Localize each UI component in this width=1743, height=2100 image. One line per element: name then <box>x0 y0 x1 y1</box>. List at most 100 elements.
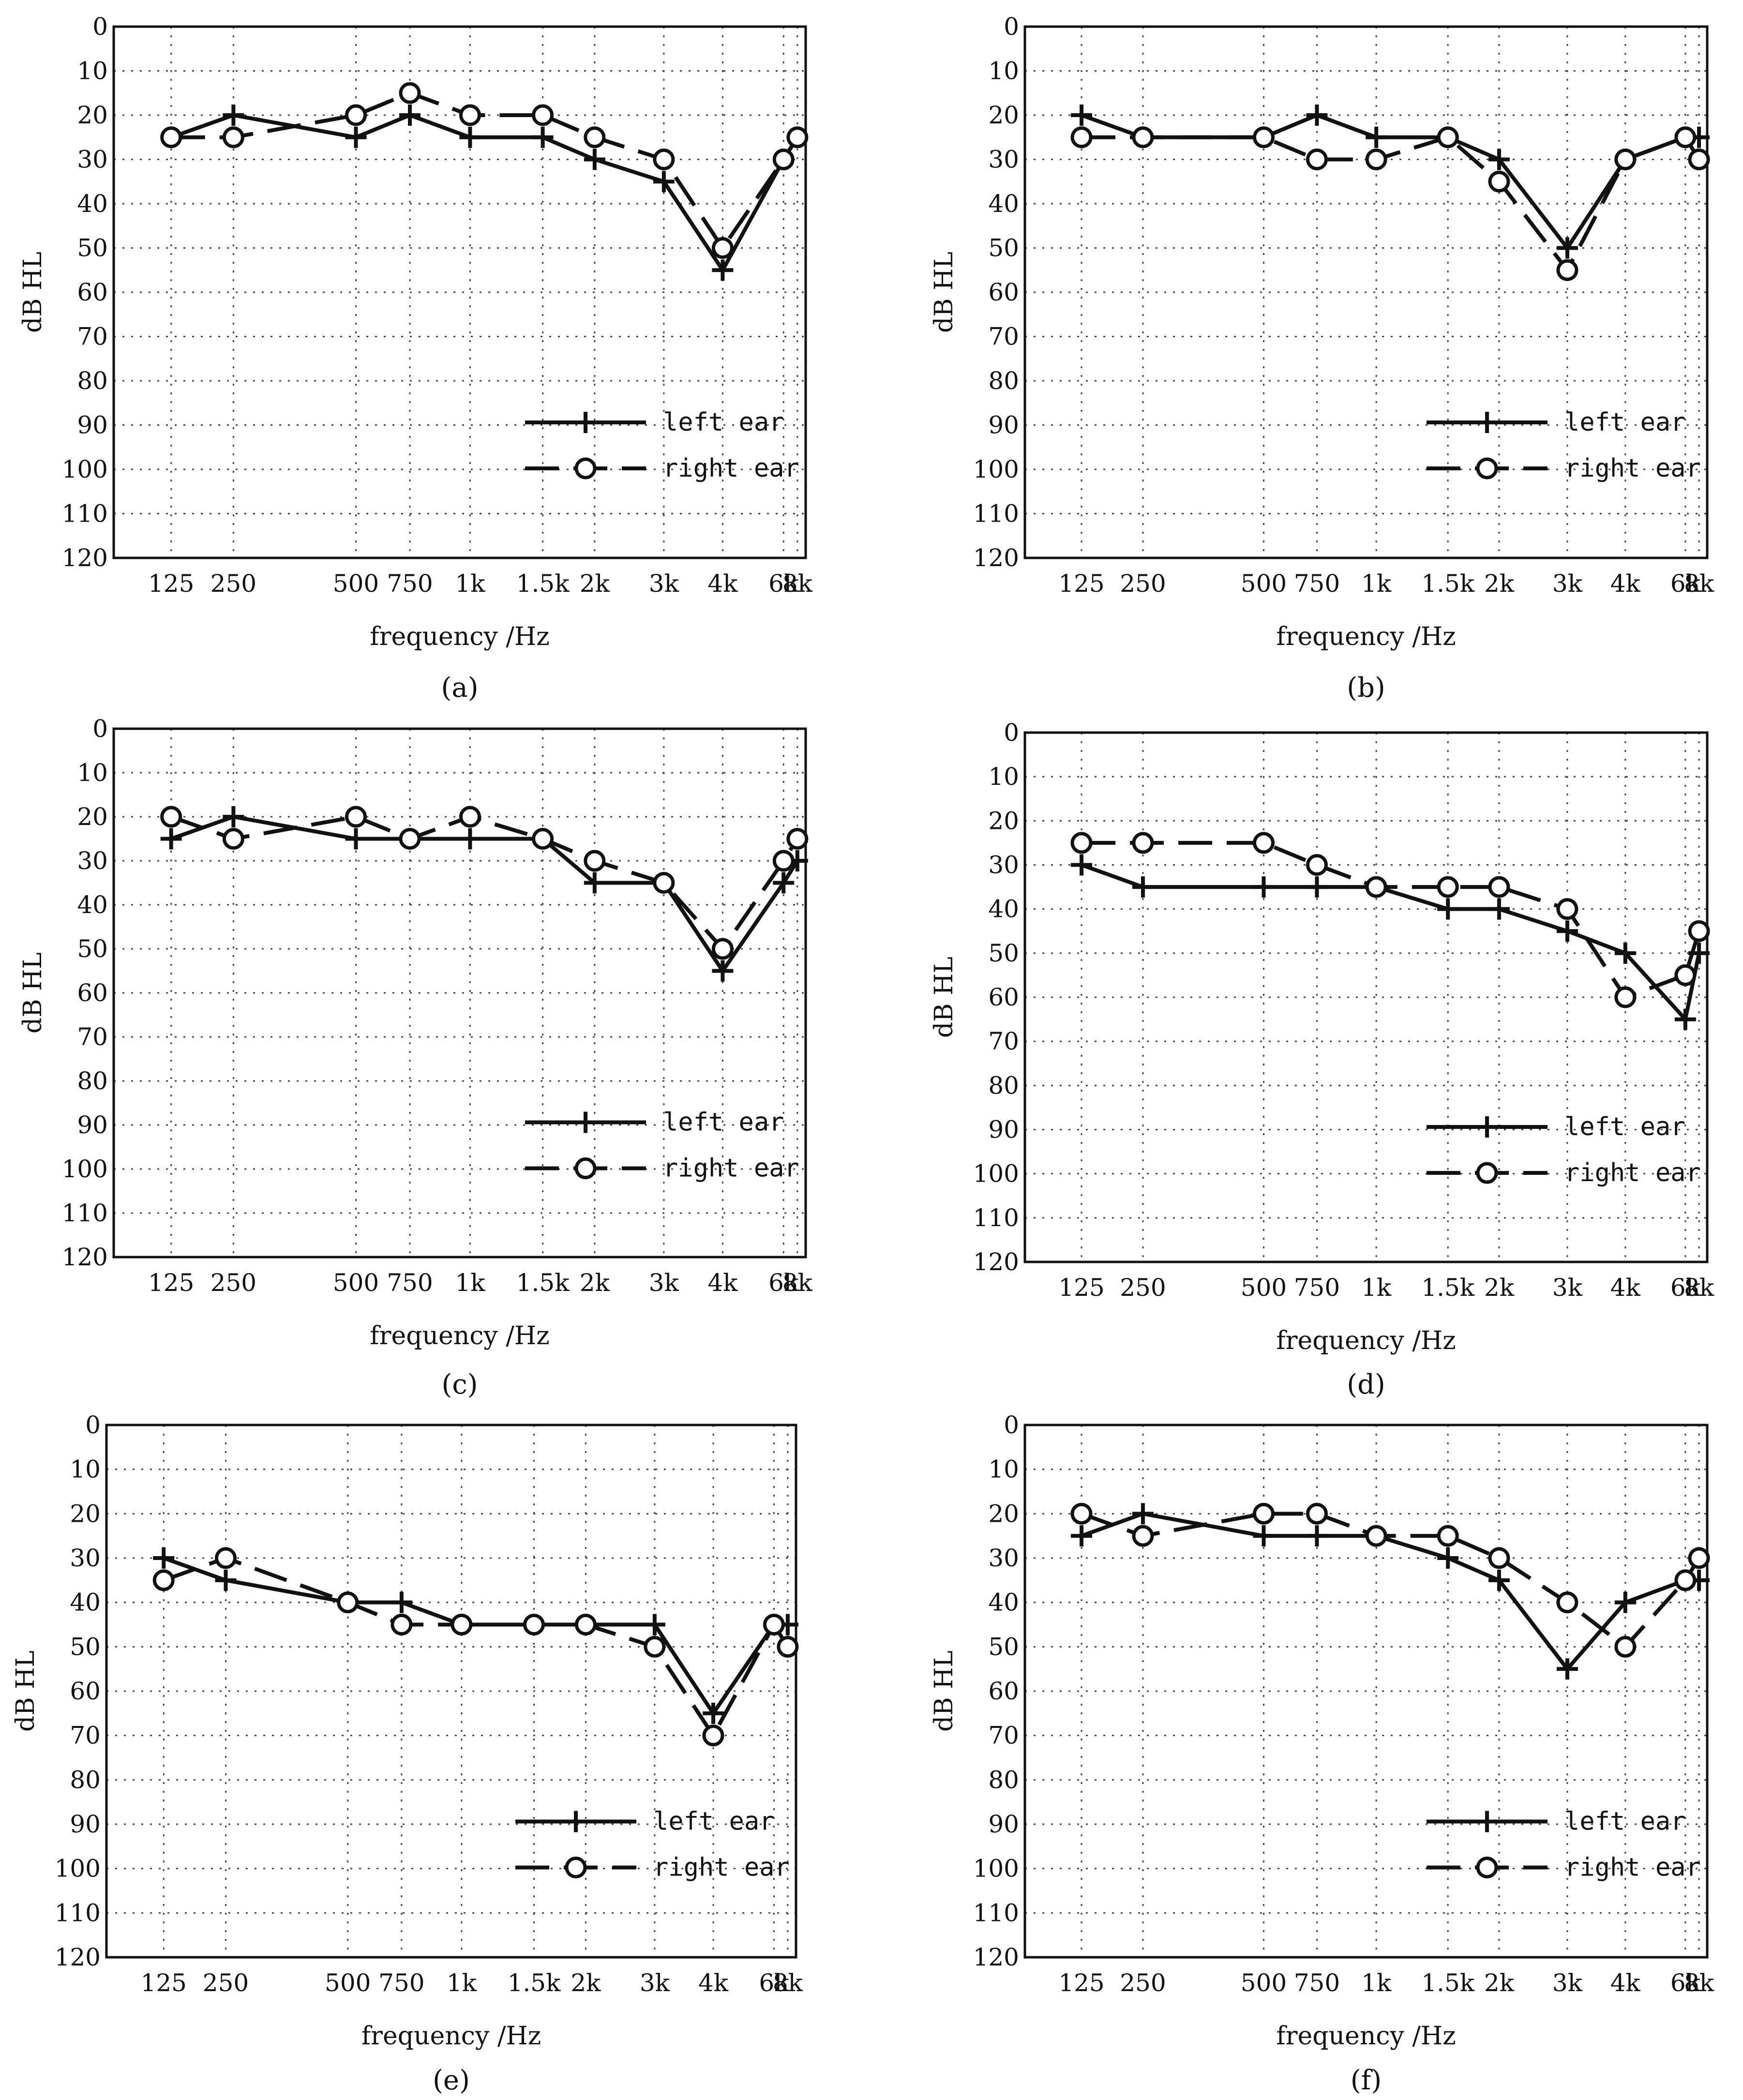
y-tick-label: 60 <box>988 1677 1019 1705</box>
x-tick-label: 1k <box>455 570 485 598</box>
legend-left-ear: left ear <box>525 408 784 437</box>
left-ear-point <box>773 872 795 894</box>
x-tick-label: 1.5k <box>1421 1274 1475 1302</box>
right-ear-point <box>702 1725 724 1747</box>
y-tick-label: 70 <box>77 1023 108 1051</box>
x-tick-label: 1.5k <box>508 1969 561 1997</box>
panel-b: 0 10 20 30 40 50 60 70 80 90 100 110 120 125 250 500 750… <box>930 13 1714 704</box>
series-right-ear <box>152 1547 799 1747</box>
y-tick-label: 120 <box>973 544 1019 572</box>
legend-plus-marker <box>575 412 596 434</box>
y-tick-label: 120 <box>973 1943 1019 1971</box>
plot-frame <box>105 1424 797 1959</box>
left-ear-point <box>703 1702 724 1724</box>
left-ear-point <box>584 149 605 170</box>
y-tick-labels: 0 10 20 30 40 50 60 70 80 90 100 110 120 <box>973 719 1019 1276</box>
y-tick-label: 40 <box>77 891 108 919</box>
y-tick-label: 100 <box>973 1160 1019 1188</box>
x-tick-label: 6k <box>768 570 799 598</box>
left-ear-point <box>584 872 605 894</box>
y-tick-label: 90 <box>988 1810 1019 1838</box>
legend-left-ear-label: left ear <box>1564 1112 1685 1141</box>
left-ear-point <box>644 1614 665 1635</box>
x-tick-label: 4k <box>1610 1969 1641 1997</box>
left-ear-point <box>1556 920 1578 942</box>
y-tick-label: 10 <box>77 759 108 787</box>
right-ear-point <box>1306 1502 1328 1525</box>
x-tick-label: 2k <box>571 1969 601 1997</box>
legend-left-ear: left ear <box>1427 1112 1685 1141</box>
series-left-ear <box>153 1547 798 1724</box>
right-ear-point <box>1132 126 1154 149</box>
right-ear-line <box>1081 1512 1701 1650</box>
panel-c: 0 10 20 30 40 50 60 70 80 90 100 110 120 125 250 500 750… <box>18 715 813 1400</box>
legend-circle-marker <box>1476 1857 1498 1878</box>
left-ear-point <box>1556 1658 1578 1680</box>
x-tick-label: 3k <box>1552 1274 1583 1302</box>
right-ear-point <box>772 149 795 170</box>
x-tick-label: 8k <box>1684 570 1714 598</box>
right-ear-point <box>1556 898 1578 920</box>
series-left-ear <box>1071 1503 1710 1680</box>
left-ear-point <box>1437 898 1459 920</box>
y-tick-label: 30 <box>988 1544 1019 1572</box>
left-ear-point <box>153 1547 175 1569</box>
y-tick-label: 0 <box>92 13 108 41</box>
x-tick-label: 1.5k <box>1421 570 1475 598</box>
right-ear-point <box>222 828 244 850</box>
series-left-ear <box>160 806 808 982</box>
y-tick-label: 10 <box>988 763 1019 791</box>
right-ear-line <box>163 1556 790 1740</box>
left-ear-point <box>1071 1525 1093 1547</box>
y-axis-title: dB HL <box>930 252 959 333</box>
x-tick-label: 250 <box>210 570 256 598</box>
left-ear-point <box>345 828 367 850</box>
y-tick-label: 50 <box>988 234 1019 262</box>
right-ear-point <box>532 104 554 126</box>
y-axis-title: dB HL <box>930 957 959 1038</box>
right-ear-point <box>337 1591 359 1614</box>
x-tick-label: 125 <box>1058 1274 1104 1302</box>
left-ear-point <box>712 259 734 281</box>
right-ear-point <box>644 1635 666 1658</box>
x-axis-title: frequency /Hz <box>1276 1326 1456 1355</box>
left-ear-point <box>1071 854 1093 876</box>
y-tick-label: 100 <box>973 455 1019 483</box>
y-tick-label: 80 <box>988 1071 1019 1099</box>
y-axis-title: dB HL <box>18 252 47 333</box>
y-tick-label: 60 <box>988 278 1019 306</box>
y-tick-label: 10 <box>70 1455 101 1484</box>
x-tick-label: 250 <box>203 1969 249 1997</box>
legend-right-ear: right ear <box>525 454 799 483</box>
y-tick-label: 100 <box>55 1855 101 1883</box>
right-ear-point <box>1070 126 1093 149</box>
x-tick-label: 250 <box>1120 1969 1166 1997</box>
legend-plus-marker <box>1476 1811 1498 1832</box>
x-tick-label: 125 <box>141 1969 187 1997</box>
gridlines <box>1025 733 1707 1262</box>
y-tick-label: 80 <box>77 1067 108 1095</box>
y-tick-label: 110 <box>62 500 108 528</box>
y-tick-label: 20 <box>77 101 108 129</box>
left-ear-point <box>1437 1547 1459 1569</box>
legend: left ear right ear <box>515 1807 790 1882</box>
right-ear-point <box>1132 1525 1154 1547</box>
legend: left ear right ear <box>525 1108 799 1183</box>
right-ear-point <box>1614 1635 1637 1658</box>
right-ear-point <box>1253 1502 1275 1525</box>
legend-right-ear-label: right ear <box>1564 454 1701 483</box>
y-tick-label: 110 <box>973 500 1019 528</box>
panel-caption: (b) <box>1347 672 1385 704</box>
left-ear-point <box>1674 1008 1696 1030</box>
left-ear-point <box>1306 105 1328 126</box>
right-ear-point <box>763 1614 785 1635</box>
x-tick-label: 1k <box>455 1269 485 1297</box>
right-ear-point <box>1437 1525 1459 1547</box>
series-right-ear <box>160 82 809 259</box>
y-tick-label: 120 <box>55 1943 101 1971</box>
legend-plus-marker <box>1476 1116 1498 1138</box>
right-ear-point <box>777 1635 799 1658</box>
x-tick-label: 6k <box>1670 1969 1701 1997</box>
right-ear-point <box>711 938 734 960</box>
